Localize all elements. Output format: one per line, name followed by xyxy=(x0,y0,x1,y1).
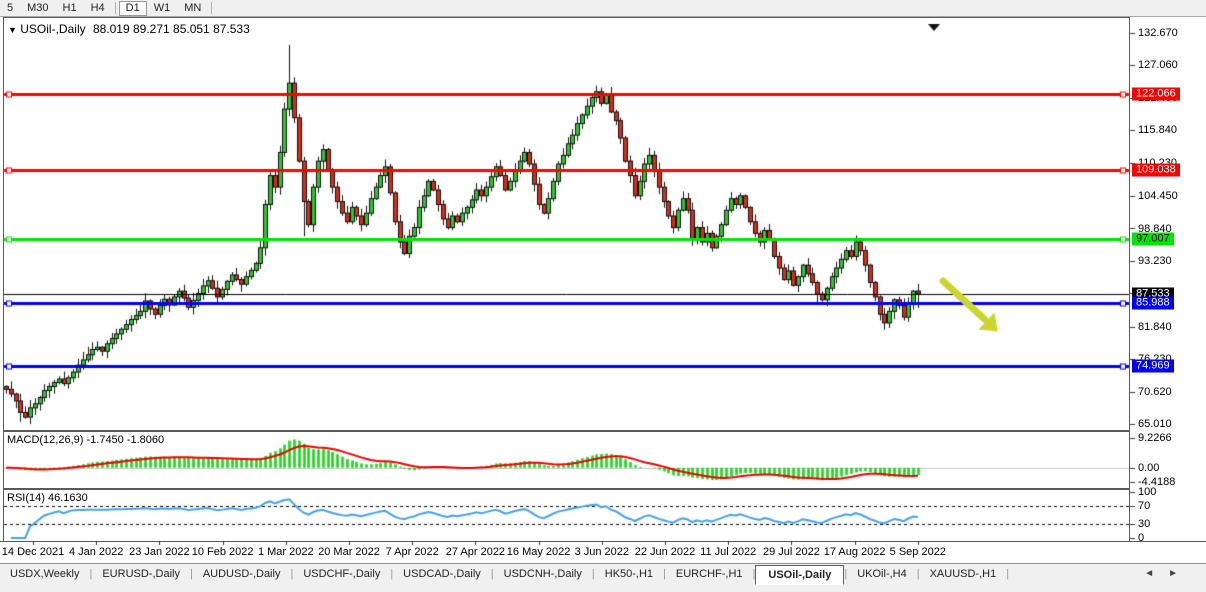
date-tick-label: 4 Jan 2022 xyxy=(68,546,124,558)
date-tick-label: 7 Apr 2022 xyxy=(385,546,439,558)
date-tick-label: 1 Mar 2022 xyxy=(257,546,314,558)
chart-tab-hk50-h1[interactable]: HK50-,H1 xyxy=(604,568,654,580)
tab-separator: | xyxy=(390,568,394,580)
chart-tab-xauusd-h1[interactable]: XAUUSD-,H1 xyxy=(929,568,997,580)
tab-separator: | xyxy=(844,568,848,580)
tab-separator: | xyxy=(1006,568,1010,580)
price-tick-label: 132.670 xyxy=(1138,27,1178,39)
tab-separator: | xyxy=(916,568,920,580)
rsi-axis-label: 30 xyxy=(1138,518,1151,531)
tab-scroll-right-icon[interactable]: ► xyxy=(1168,568,1192,579)
chart-tab-usoil-daily[interactable]: USOil-,Daily xyxy=(755,565,845,585)
price-tick-label: 93.230 xyxy=(1138,254,1172,267)
price-tick-label: 70.620 xyxy=(1138,385,1172,398)
price-tick-label: 98.840 xyxy=(1138,222,1172,235)
price-tick-label: 81.840 xyxy=(1138,320,1172,333)
chart-tab-usdchf-daily[interactable]: USDCHF-,Daily xyxy=(303,568,381,580)
date-tick-label: 22 Jun 2022 xyxy=(634,546,696,558)
tab-separator: | xyxy=(290,568,294,580)
date-tick-label: 11 Jul 2022 xyxy=(700,546,757,558)
hline-price-label: 85.988 xyxy=(1132,296,1174,310)
tab-scroll-left-icon[interactable]: ◄ xyxy=(1144,568,1169,579)
date-tick-label: 14 Dec 2021 xyxy=(1,546,65,558)
date-tick-label: 16 May 2022 xyxy=(506,546,571,558)
hline-price-label: 109.038 xyxy=(1132,163,1180,177)
date-tick-label: 23 Jan 2022 xyxy=(129,546,190,558)
tab-separator: | xyxy=(663,568,666,580)
rsi-axis-label: 0 xyxy=(1138,532,1145,544)
date-tick-label: 10 Feb 2022 xyxy=(191,546,254,558)
tab-separator: | xyxy=(89,568,93,580)
chart-tab-audusd-daily[interactable]: AUDUSD-,Daily xyxy=(202,568,281,580)
rsi-axis-label: 70 xyxy=(1138,499,1151,512)
tab-separator: | xyxy=(189,568,193,580)
hline-price-label: 122.066 xyxy=(1132,87,1180,101)
price-tick-label: 104.450 xyxy=(1138,190,1178,203)
chart-tabs-bar: USDX,Weekly | EURUSD-,Daily | AUDUSD-,Daily |… xyxy=(0,563,1206,592)
date-tick-label: 3 Jun 2022 xyxy=(574,546,630,558)
date-tick-label: 5 Sep 2022 xyxy=(889,546,946,558)
date-tick-label: 20 Mar 2022 xyxy=(318,546,380,558)
chart-tab-usdcad-daily[interactable]: USDCAD-,Daily xyxy=(403,568,481,580)
date-tick-label: 29 Jul 2022 xyxy=(762,546,820,558)
chart-tab-usdx-weekly[interactable]: USDX,Weekly xyxy=(10,568,80,580)
date-tick-label: 27 Apr 2022 xyxy=(445,546,506,558)
price-tick-label: 115.840 xyxy=(1138,124,1177,137)
macd-axis-label: 0.00 xyxy=(1138,461,1160,474)
rsi-axis-label: 100 xyxy=(1138,486,1157,498)
macd-axis-label: 9.2266 xyxy=(1138,432,1172,444)
date-tick-label: 17 Aug 2022 xyxy=(823,546,886,558)
price-tick-label: 127.060 xyxy=(1138,59,1178,72)
chart-tab-eurusd-daily[interactable]: EURUSD-,Daily xyxy=(102,568,180,580)
chart-tab-eurchf-h1[interactable]: EURCHF-,H1 xyxy=(675,568,743,580)
hline-price-label: 97.007 xyxy=(1132,232,1174,246)
chart-tab-ukoil-h4[interactable]: UKOil-,H4 xyxy=(857,568,907,580)
tab-separator: | xyxy=(591,568,595,580)
hline-price-label: 74.969 xyxy=(1132,359,1174,373)
tab-separator: | xyxy=(490,568,494,580)
chart-tab-usdcnh-daily[interactable]: USDCNH-,Daily xyxy=(503,568,582,580)
price-tick-label: 65.010 xyxy=(1138,418,1172,430)
tab-separator: | xyxy=(752,568,756,580)
macd-axis-label: -4.4188 xyxy=(1138,476,1176,488)
